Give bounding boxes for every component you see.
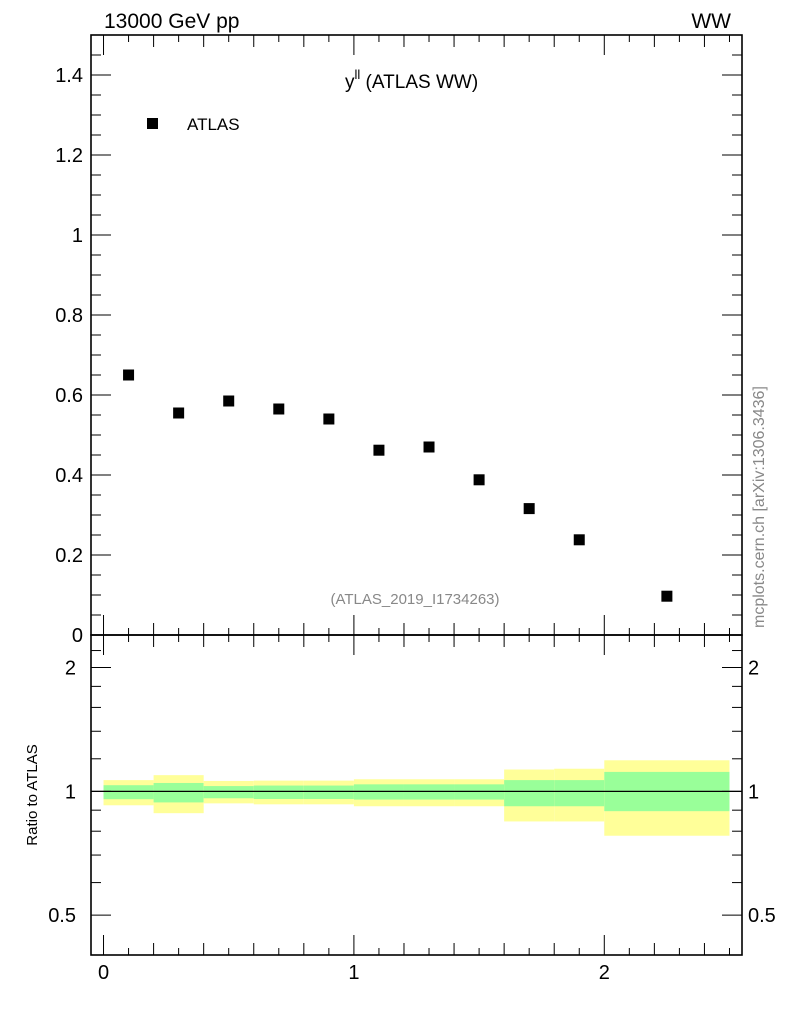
ratio-stat-band-0 (103, 785, 154, 800)
ratio-stat-band-8 (504, 780, 555, 807)
data-point (473, 474, 485, 486)
y-tick-label: 0.8 (55, 305, 83, 327)
plot-title-superscript: ll (355, 67, 361, 82)
x-tick-label: 0 (98, 962, 109, 984)
data-point (173, 407, 185, 419)
x-tick-label: 1 (348, 962, 359, 984)
ratio-stat-band-4 (303, 785, 354, 800)
header-energy-label: 13000 GeV pp (104, 10, 239, 33)
ratio-y-tick-label-right: 2 (748, 658, 759, 680)
ratio-y-tick-label-left: 0.5 (48, 905, 76, 927)
y-tick-label: 1.4 (55, 65, 83, 87)
ratio-stat-band-1 (153, 782, 204, 803)
legend-label: ATLAS (187, 115, 240, 134)
header-process-label: WW (691, 10, 731, 33)
ratio-stat-band-5 (353, 784, 404, 800)
ratio-y-tick-label-right: 1 (748, 781, 759, 803)
data-point (423, 441, 435, 453)
data-point (323, 413, 335, 425)
data-point (273, 403, 285, 415)
y-tick-label: 1.2 (55, 145, 83, 167)
y-tick-label: 0.4 (55, 465, 83, 487)
y-tick-label: 1 (72, 225, 83, 247)
data-point (661, 590, 673, 602)
data-point (373, 444, 385, 456)
data-point (123, 369, 135, 381)
ratio-stat-band-2 (203, 786, 254, 799)
data-point (223, 395, 235, 407)
data-point (523, 503, 535, 515)
ratio-axis-label: Ratio to ATLAS (24, 744, 41, 845)
plot-title-suffix: (ATLAS WW) (360, 72, 478, 93)
analysis-label: (ATLAS_2019_I1734263) (330, 591, 499, 608)
legend-marker (147, 118, 158, 129)
main-plot-panel: yll (ATLAS WW) ATLAS (ATLAS_2019_I173426… (55, 34, 743, 647)
y-tick-label: 0 (72, 625, 83, 647)
ratio-plot-frame (90, 634, 743, 956)
ratio-y-tick-label-right: 0.5 (748, 905, 776, 927)
ratio-panel: Ratio to ATLAS 0 1 2 0.5 0.5 1 1 2 2 (24, 634, 776, 984)
ratio-stat-band-9 (554, 780, 605, 807)
ratio-stat-band-7 (454, 784, 505, 800)
ratio-y-tick-label-left: 2 (65, 658, 76, 680)
ratio-y-tick-label-left: 1 (65, 781, 76, 803)
x-tick-label: 2 (599, 962, 610, 984)
side-source-label: mcplots.cern.ch [arXiv:1306.3436] (751, 386, 768, 628)
ratio-stat-band-6 (403, 784, 455, 800)
data-point (573, 534, 585, 546)
ratio-stat-band-3 (253, 785, 304, 800)
plot-title-main: y (345, 72, 355, 93)
plot-title: yll (ATLAS WW) (345, 67, 478, 93)
y-tick-label: 0.6 (55, 385, 83, 407)
y-tick-label: 0.2 (55, 545, 83, 567)
